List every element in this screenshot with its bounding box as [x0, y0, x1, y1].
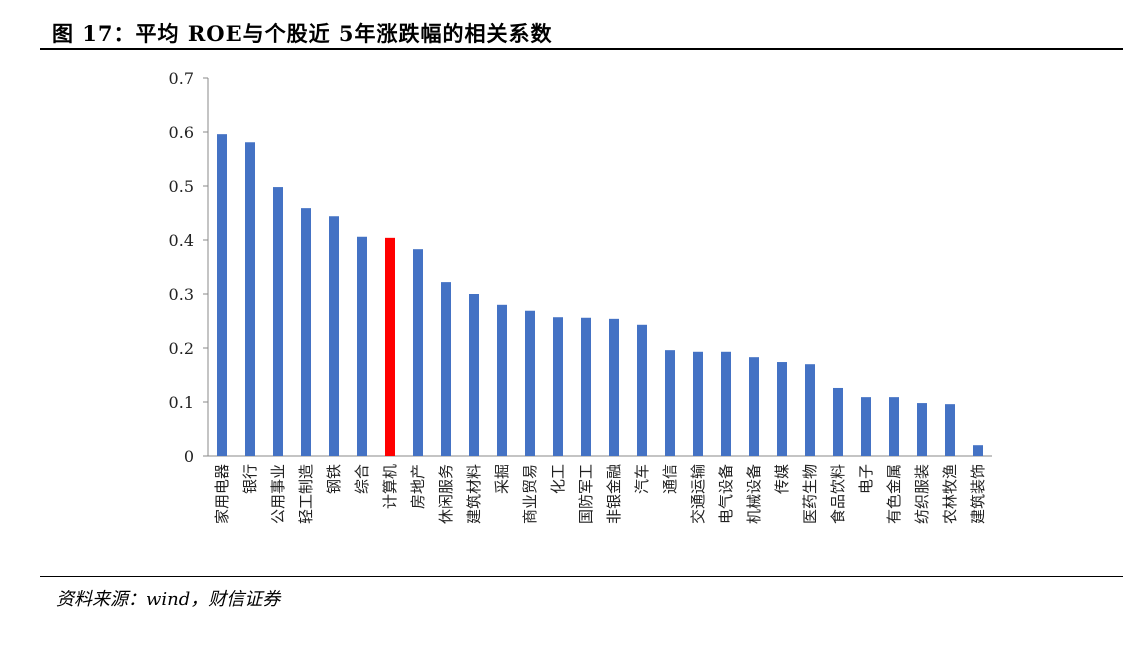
source-note: 资料来源：wind，财信证券 [56, 589, 281, 610]
category-label: 休闲服务 [437, 464, 455, 524]
category-label: 国防军工 [577, 464, 595, 524]
bar-2 [245, 142, 255, 456]
bar-4 [301, 208, 311, 456]
category-label: 食品饮料 [829, 464, 847, 524]
y-tick-label: 0.5 [169, 177, 194, 196]
category-label: 电气设备 [717, 464, 735, 524]
category-label: 建筑材料 [465, 464, 483, 524]
bar-9 [441, 282, 451, 456]
bar-18 [693, 351, 703, 456]
category-label: 轻工制造 [297, 464, 315, 524]
category-label: 农林牧渔 [941, 464, 959, 524]
y-tick-label: 0 [184, 447, 194, 466]
bar-14 [581, 317, 591, 456]
bar-7 [385, 237, 395, 456]
bar-16 [637, 324, 647, 456]
category-label: 银行 [241, 464, 259, 494]
bar-1 [217, 134, 227, 456]
bar-12 [525, 310, 535, 456]
bar-27 [945, 404, 955, 456]
bar-28 [973, 445, 983, 456]
bar-15 [609, 318, 619, 456]
bar-13 [553, 317, 563, 456]
category-label: 家用电器 [213, 464, 231, 524]
bar-25 [889, 397, 899, 456]
category-label: 机械设备 [745, 464, 763, 524]
category-label: 综合 [353, 464, 371, 494]
bar-22 [805, 364, 815, 456]
y-tick-label: 0.7 [169, 69, 194, 88]
y-tick-label: 0.6 [169, 123, 194, 142]
figure-title: 图 17：平均 ROE与个股近 5年涨跌幅的相关系数 [52, 21, 553, 46]
category-label: 通信 [661, 464, 679, 494]
footer-divider [40, 576, 1123, 577]
bar-8 [413, 249, 423, 456]
bar-24 [861, 397, 871, 456]
category-label: 房地产 [409, 464, 427, 509]
bar-20 [749, 357, 759, 456]
bar-6 [357, 236, 367, 456]
category-label: 商业贸易 [521, 464, 539, 524]
bar-11 [497, 304, 507, 456]
bar-5 [329, 216, 339, 456]
category-label: 汽车 [633, 464, 651, 494]
bar-10 [469, 294, 479, 456]
category-label: 非银金融 [605, 464, 623, 524]
category-label: 化工 [549, 464, 567, 494]
category-label: 有色金属 [885, 464, 903, 524]
bar-23 [833, 387, 843, 456]
category-label: 公用事业 [269, 464, 287, 524]
bar-3 [273, 187, 283, 456]
bar-21 [777, 362, 787, 456]
title-divider [40, 48, 1123, 50]
category-label: 纺织服装 [913, 464, 931, 524]
category-label: 采掘 [493, 464, 511, 494]
y-tick-label: 0.4 [169, 231, 194, 250]
category-label: 医药生物 [801, 464, 819, 524]
y-tick-label: 0.3 [169, 285, 194, 304]
y-tick-label: 0.1 [169, 393, 194, 412]
y-tick-label: 0.2 [169, 339, 194, 358]
bar-19 [721, 351, 731, 456]
bar-17 [665, 350, 675, 456]
category-label: 交通运输 [689, 464, 707, 524]
bar-26 [917, 403, 927, 456]
category-label: 计算机 [381, 464, 399, 509]
category-label: 传媒 [773, 464, 791, 494]
category-label: 电子 [857, 464, 875, 494]
category-label: 建筑装饰 [969, 464, 987, 524]
category-label: 钢铁 [325, 464, 343, 494]
